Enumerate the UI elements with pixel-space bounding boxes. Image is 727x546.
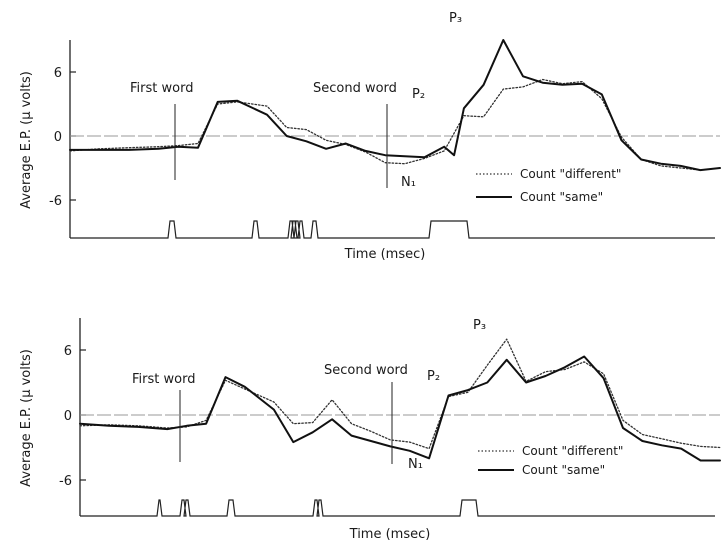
series-line-same — [69, 39, 721, 172]
y-tick-label: -6 — [59, 474, 72, 489]
y-tick-label: 0 — [64, 409, 72, 424]
legend-label-same: Count "same" — [520, 190, 603, 204]
legend: Count "different" Count "same" — [476, 167, 621, 204]
y-tick-label: 6 — [54, 66, 62, 81]
stimulus-trace — [70, 220, 715, 239]
first-word-label: First word — [130, 81, 193, 96]
legend-label-same: Count "same" — [522, 463, 605, 477]
series-line-same — [79, 355, 721, 462]
legend: Count "different" Count "same" — [478, 444, 623, 477]
p2-label: P₂ — [412, 87, 425, 102]
chart-panel-2: 6 0 -6 Average E.P. (µ volts) Time (msec) Fir… — [19, 318, 721, 542]
second-word-label: Second word — [313, 81, 397, 96]
p3-label: P₃ — [473, 318, 486, 333]
y-tick-label: 6 — [64, 344, 72, 359]
legend-label-different: Count "different" — [520, 167, 621, 181]
y-tick-label: -6 — [49, 194, 62, 209]
y-tick-label: 0 — [54, 130, 62, 145]
second-word-label: Second word — [324, 363, 408, 378]
y-axis-label: Average E.P. (µ volts) — [19, 349, 34, 487]
legend-label-different: Count "different" — [522, 444, 623, 458]
first-word-label: First word — [132, 372, 195, 387]
p3-label: P₃ — [449, 11, 462, 26]
x-axis-label: Time (msec) — [344, 247, 426, 262]
p2-label: P₂ — [427, 369, 440, 384]
stimulus-trace — [80, 499, 715, 517]
chart-panel-1: 6 0 -6 Average E.P. (µ volts) Time (msec) Fir… — [19, 11, 721, 262]
n1-label: N₁ — [401, 175, 416, 190]
y-axis-label: Average E.P. (µ volts) — [19, 71, 34, 209]
series-line-different — [79, 338, 721, 450]
x-axis-label: Time (msec) — [349, 527, 431, 542]
n1-label: N₁ — [408, 457, 423, 472]
